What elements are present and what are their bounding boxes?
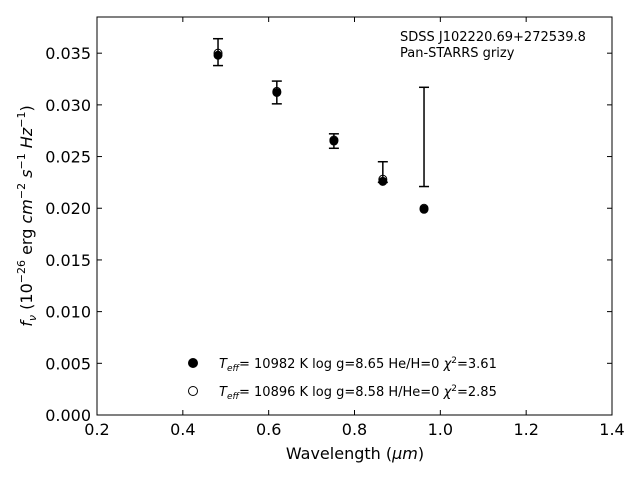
annotation-object-name: SDSS J102220.69+272539.8 — [400, 30, 586, 45]
annotation-survey: Pan-STARRS grizy — [400, 46, 515, 61]
x-tick-label: 1.0 — [428, 420, 453, 439]
error-bar — [419, 86, 430, 188]
x-tick-label: 0.4 — [170, 420, 195, 439]
y-tick-label: 0.030 — [45, 96, 91, 115]
x-axis-label: Wavelength (μm) — [286, 444, 424, 463]
y-tick-label: 0.005 — [45, 354, 91, 373]
y-axis-ticks: 0.000 0.005 0.010 0.015 0.020 0.025 0.030 0.035 — [45, 44, 612, 425]
x-tick-label: 1.2 — [513, 420, 538, 439]
x-tick-label: 0.8 — [342, 420, 367, 439]
legend-label-open: Teff= 10896 K log g=8.58 H/He=0 χ2=2.85 — [219, 384, 497, 402]
error-bars — [213, 37, 430, 188]
legend-marker-open — [188, 386, 198, 396]
x-axis-ticks: 0.2 0.4 0.6 0.8 1.0 1.2 1.4 — [84, 17, 625, 439]
x-tick-label: 0.6 — [256, 420, 281, 439]
y-tick-label: 0.000 — [45, 406, 91, 425]
y-tick-label: 0.015 — [45, 251, 91, 270]
y-tick-label: 0.025 — [45, 148, 91, 167]
data-point-filled — [213, 50, 223, 60]
y-tick-label: 0.020 — [45, 199, 91, 218]
legend-label-filled: Teff= 10982 K log g=8.65 He/H=0 χ2=3.61 — [219, 356, 497, 374]
data-point-open — [329, 135, 339, 145]
data-point-open — [213, 48, 223, 58]
data-point-open — [378, 174, 388, 184]
legend: Teff= 10982 K log g=8.65 He/H=0 χ2=3.61 … — [188, 356, 497, 402]
x-tick-label: 0.2 — [84, 420, 109, 439]
data-point-open — [419, 203, 429, 213]
y-tick-label: 0.010 — [45, 303, 91, 322]
data-point-open — [272, 86, 282, 96]
plot-frame — [96, 16, 613, 416]
x-tick-label: 1.4 — [599, 420, 624, 439]
y-axis-label: fν (10−26 erg cm−2 s−1 Hz−1) — [15, 105, 39, 326]
y-tick-label: 0.035 — [45, 44, 91, 63]
legend-marker-filled — [188, 358, 198, 368]
data-point-filled — [378, 176, 388, 186]
data-markers — [213, 48, 429, 214]
